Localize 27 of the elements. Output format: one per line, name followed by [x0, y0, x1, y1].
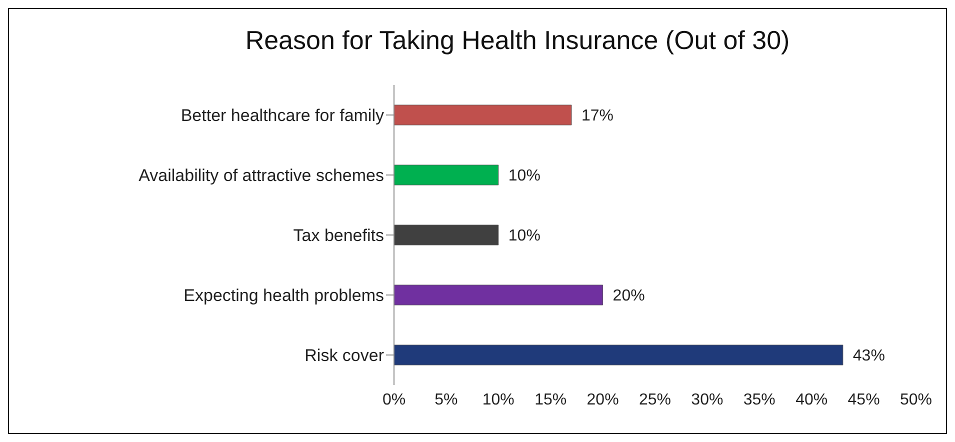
x-tick-label: 25%	[638, 391, 672, 408]
y-tick-label: Availability of attractive schemes	[138, 166, 384, 186]
x-tick-label: 35%	[743, 391, 776, 408]
x-tick-label: 40%	[796, 391, 828, 408]
y-tick-label: Risk cover	[304, 346, 384, 366]
x-tick-label: 15%	[534, 391, 567, 408]
x-tick-label: 45%	[848, 391, 880, 408]
x-tick-label: 50%	[900, 391, 932, 408]
y-tick-label: Tax benefits	[293, 226, 384, 246]
bar	[394, 104, 572, 126]
bar	[394, 284, 604, 306]
x-tick-label: 20%	[586, 391, 619, 408]
data-label: 43%	[852, 348, 885, 365]
x-tick-label: 10%	[482, 391, 514, 408]
data-label: 20%	[612, 288, 645, 305]
data-label: 10%	[508, 168, 540, 185]
chart-title: Reason for Taking Health Insurance (Out of 30)	[244, 24, 791, 57]
data-label: 17%	[581, 108, 614, 125]
x-tick-label: 0%	[382, 391, 406, 408]
bar	[394, 164, 499, 186]
data-label: 10%	[508, 228, 540, 245]
x-tick-label: 5%	[434, 391, 458, 408]
y-tick-label: Better healthcare for family	[180, 106, 384, 126]
x-tick-label: 30%	[691, 391, 724, 408]
bar	[394, 344, 844, 366]
bar	[394, 224, 499, 246]
y-tick-label: Expecting health problems	[184, 286, 384, 306]
